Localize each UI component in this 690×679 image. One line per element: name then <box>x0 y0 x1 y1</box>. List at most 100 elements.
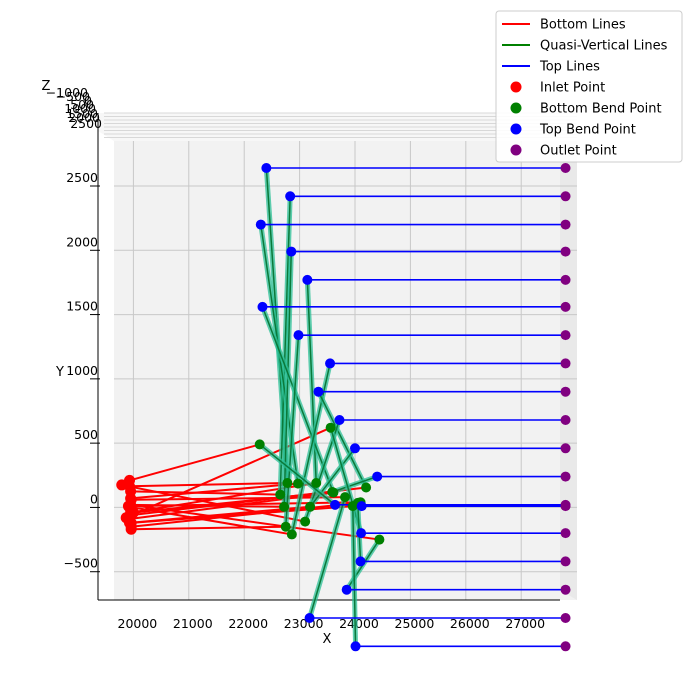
outlet-point <box>560 613 571 623</box>
pane-back <box>114 141 577 600</box>
legend-label: Bottom Lines <box>540 18 626 33</box>
inlet-point <box>125 517 137 529</box>
bottom-bend-point <box>275 489 286 500</box>
y-tick-label: 1500 <box>66 299 98 314</box>
y-tick-label: 1000 <box>66 363 98 378</box>
quasi-vertical-line <box>285 335 300 527</box>
z-tick-label: 0 <box>84 93 92 108</box>
outlet-point <box>560 501 571 512</box>
series-layer <box>116 163 571 652</box>
bottom-bend-point <box>286 529 297 540</box>
outlet-point <box>560 415 571 425</box>
legend: Bottom Lines Quasi-Vertical Lines Top Line… <box>495 10 683 163</box>
quasi-vertical-line <box>261 306 335 493</box>
bottom-bend-point <box>282 478 293 488</box>
outlet-point <box>560 219 571 230</box>
tick-labels: 20000 21000 22000 23000 24000 25000 26000 27000… <box>46 85 545 631</box>
inlet-point <box>122 500 134 512</box>
outlet-point <box>560 274 571 285</box>
outlet-point <box>560 471 571 482</box>
bottom-bend-point <box>300 516 311 527</box>
inlet-point <box>124 474 136 486</box>
z-tick-label: 2500 <box>70 116 102 131</box>
bottom-line <box>130 503 380 541</box>
y-tick-label: 500 <box>74 427 98 442</box>
top-bend-point <box>341 584 352 595</box>
bottom-line <box>131 505 353 524</box>
quasi-vertical-line <box>259 443 336 506</box>
bottom-line <box>121 483 306 523</box>
top-bend-point <box>255 219 266 230</box>
legend-marker-swatch <box>510 123 522 135</box>
outlet-point <box>560 301 571 312</box>
bottom-line <box>128 501 361 508</box>
quasi-vertical-line <box>352 506 357 647</box>
bottom-line <box>129 443 260 482</box>
outlet-point <box>560 246 571 257</box>
bottom-bend-point <box>311 478 322 488</box>
y-tick-label: 2000 <box>66 234 98 249</box>
top-bend-point <box>372 471 383 482</box>
top-bend-point <box>350 443 361 454</box>
y-axis-label: Y <box>55 365 64 380</box>
bottom-lines <box>121 426 380 541</box>
outlet-point <box>560 584 571 595</box>
legend-box <box>495 10 683 163</box>
outlet-point <box>560 191 571 202</box>
legend-label: Outlet Point <box>540 144 617 159</box>
z-tick-label: 2000 <box>68 110 100 125</box>
outlet-point <box>560 556 571 567</box>
bottom-line <box>131 525 286 531</box>
top-bend-point <box>355 556 366 567</box>
x-tick-label: 27000 <box>505 616 545 631</box>
legend-label: Bottom Bend Point <box>540 102 662 117</box>
x-tick-label: 24000 <box>339 616 379 631</box>
top-bend-point <box>350 641 361 652</box>
x-tick-label: 22000 <box>228 616 268 631</box>
legend-marker-swatch <box>510 81 522 93</box>
y-tick-label: −500 <box>64 556 98 571</box>
outlet-point <box>560 358 571 369</box>
top-bend-point <box>325 358 336 369</box>
bottom-line <box>130 482 299 500</box>
x-tick-label: 21000 <box>173 616 213 631</box>
x-tick-label: 20000 <box>118 616 158 631</box>
z-tick-label: −1000 <box>46 85 88 100</box>
y-tick-label: 2500 <box>66 170 98 185</box>
z-tick-label: 1500 <box>66 106 98 121</box>
bottom-bend-point <box>347 501 358 512</box>
outlet-point <box>560 443 571 454</box>
points <box>116 163 571 652</box>
quasi-vertical-line <box>308 496 346 619</box>
top-bend-point <box>304 613 315 623</box>
x-tick-label: 26000 <box>450 616 490 631</box>
top-bend-point <box>356 501 367 512</box>
outlet-point <box>560 163 571 173</box>
bottom-bend-point <box>292 478 303 489</box>
bottom-bend-point <box>361 482 372 493</box>
top-bend-point <box>356 528 367 539</box>
outlet-point <box>560 641 571 652</box>
quasi-vertical-line <box>332 475 378 493</box>
top-bend-point <box>334 415 345 425</box>
bottom-bend-point <box>325 422 336 433</box>
outlet-point <box>560 386 571 397</box>
top-bend-point <box>261 163 272 173</box>
top-bend-point <box>302 274 313 285</box>
legend-label: Inlet Point <box>540 81 605 96</box>
top-bend-point <box>330 499 341 510</box>
legend-label: Quasi-Vertical Lines <box>540 39 668 54</box>
legend-marker-swatch <box>510 102 522 114</box>
bottom-line <box>125 426 332 519</box>
legend-label: Top Lines <box>539 60 600 75</box>
top-bend-point <box>286 246 297 257</box>
bottom-bend-point <box>280 521 291 532</box>
top-bend-point <box>313 386 324 397</box>
top-bend-point <box>285 191 296 202</box>
bottom-bend-point <box>327 487 338 497</box>
bottom-line <box>129 482 288 488</box>
bottom-bend-point <box>254 439 265 450</box>
legend-label: Top Bend Point <box>539 123 636 138</box>
legend-marker-swatch <box>510 144 522 156</box>
